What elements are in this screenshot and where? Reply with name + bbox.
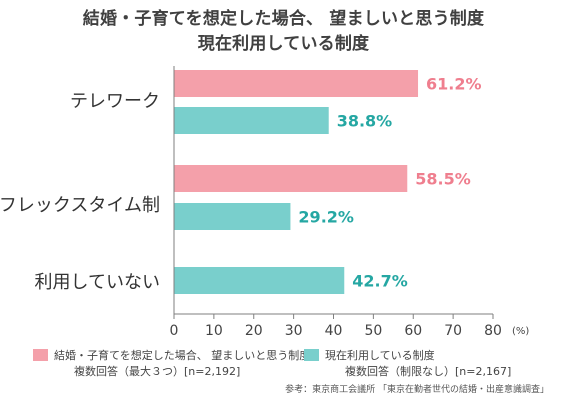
legend-text-current: 現在利用している制度 複数回答（制限なし）[n=2,167] (325, 348, 511, 380)
data-label-1-series-1: 29.2% (298, 208, 354, 227)
x-tick-label-5: 50 (364, 323, 382, 339)
x-tick-label-1: 10 (205, 323, 223, 339)
x-tick-label-6: 60 (404, 323, 422, 339)
legend-sub-desired: 複数回答（最大３つ）[n=2,192] (74, 365, 241, 378)
bar-1-series-1 (174, 203, 291, 230)
x-tick-label-8: 80 (484, 323, 502, 339)
x-tick-label-4: 40 (325, 323, 343, 339)
chart-title-line-1: 結婚・子育てを想定した場合、 望ましいと思う制度 (82, 9, 485, 29)
x-tick-label-3: 30 (285, 323, 303, 339)
category-label-0: テレワーク (70, 91, 160, 112)
x-unit-label: (%) (512, 326, 529, 337)
chart-area: 61.2% 38.8% 58.5% 29.2% 42.7% テレワークフレックスタイム制利… (0, 58, 567, 344)
chart-title: 結婚・子育てを想定した場合、 望ましいと思う制度 現在利用している制度 (0, 7, 567, 57)
bar-chart: 61.2% 38.8% 58.5% 29.2% 42.7% テレワークフレックスタイム制利… (0, 66, 529, 339)
category-label-1: フレックスタイム制 (0, 195, 160, 216)
legend-label-current: 現在利用している制度 (325, 349, 435, 362)
x-tick-label-2: 20 (245, 323, 263, 339)
legend-sub-current: 複数回答（制限なし）[n=2,167] (345, 365, 512, 378)
bar-1-series-0 (174, 165, 408, 192)
legend-swatch-desired (33, 349, 48, 361)
source-note: 参考：東京商工会議所 「東京在勤者世代の結婚・出産意識調査」 (285, 385, 549, 395)
x-tick-label-0: 0 (170, 323, 179, 339)
data-label-0-series-0: 61.2% (426, 75, 482, 94)
chart-title-line-2: 現在利用している制度 (197, 34, 370, 54)
data-label-2-series-1: 42.7% (352, 272, 408, 291)
bar-0-series-1 (174, 107, 329, 134)
legend-swatch-current (304, 349, 319, 361)
x-tick-label-7: 70 (444, 323, 462, 339)
data-label-0-series-1: 38.8% (337, 112, 393, 131)
legend-text-desired: 結婚・子育てを想定した場合、 望ましいと思う制度 複数回答（最大３つ）[n=2,… (54, 348, 310, 380)
data-label-1-series-0: 58.5% (415, 170, 471, 189)
bar-2-series-1 (174, 267, 345, 294)
legend-label-desired: 結婚・子育てを想定した場合、 望ましいと思う制度 (54, 349, 311, 362)
category-label-2: 利用していない (35, 272, 160, 293)
bar-0-series-0 (174, 70, 419, 97)
